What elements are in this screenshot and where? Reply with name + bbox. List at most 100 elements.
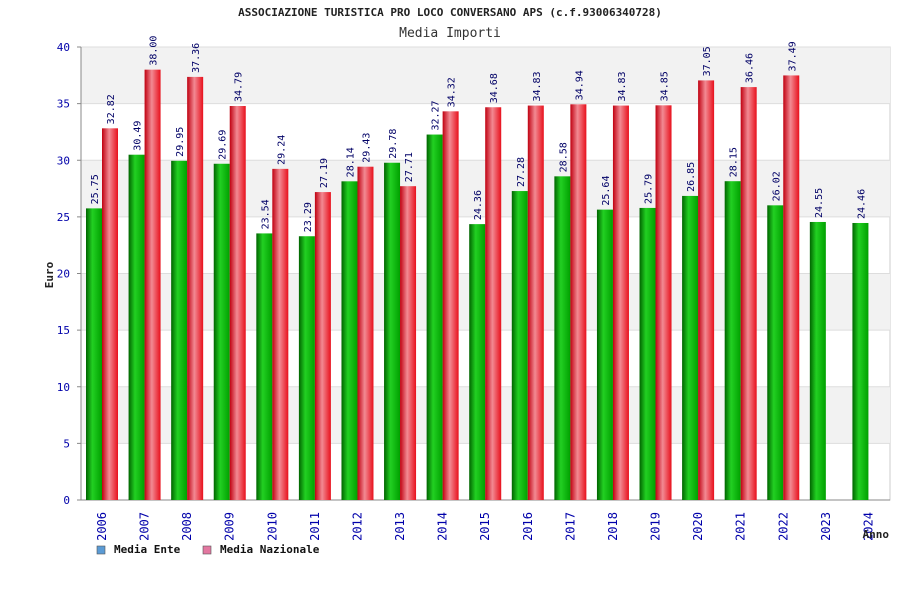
data-label: 29.78 (388, 129, 399, 159)
data-label: 30.49 (133, 121, 144, 151)
data-label: 25.79 (644, 174, 655, 204)
bar-media-nazionale (655, 105, 672, 500)
bar-media-nazionale (740, 87, 757, 500)
bar-media-ente (682, 195, 699, 500)
data-label: 28.14 (345, 147, 356, 177)
bar-media-ente (86, 208, 102, 500)
x-tick-label: 2020 (691, 512, 705, 541)
x-tick-label: 2006 (95, 512, 109, 541)
bar-media-ente (767, 205, 784, 501)
bar-media-ente (511, 191, 528, 500)
data-label: 23.29 (303, 202, 314, 232)
data-label: 27.19 (319, 158, 330, 188)
y-tick-label: 25 (57, 211, 70, 224)
data-label: 29.24 (276, 135, 287, 165)
x-tick-label: 2013 (393, 512, 407, 541)
data-label: 37.05 (702, 46, 713, 76)
data-label: 26.02 (771, 171, 782, 201)
x-tick-label: 2017 (563, 512, 577, 541)
x-tick-label: 2024 (861, 512, 875, 541)
x-tick-label: 2022 (776, 512, 790, 541)
data-label: 34.83 (617, 71, 628, 101)
bars (86, 69, 869, 501)
bar-media-ente (469, 224, 486, 501)
x-tick-label: 2010 (265, 512, 279, 541)
bar-media-nazionale (144, 69, 161, 501)
data-label: 27.71 (404, 152, 415, 182)
bar-media-nazionale (187, 76, 204, 500)
bar-media-nazionale (102, 128, 118, 500)
data-label: 37.36 (191, 43, 202, 73)
y-tick-label: 40 (57, 41, 70, 54)
x-tick-label: 2009 (223, 512, 237, 541)
y-tick-label: 35 (57, 98, 70, 111)
data-label: 26.85 (686, 162, 697, 192)
bar-media-ente (128, 154, 145, 500)
y-tick-label: 30 (57, 154, 70, 167)
data-label: 24.36 (473, 190, 484, 220)
data-label: 34.85 (660, 71, 671, 101)
y-axis-title: Euro (43, 261, 56, 288)
x-tick-label: 2018 (606, 512, 620, 541)
data-label: 29.69 (218, 130, 229, 160)
bar-media-ente (171, 160, 188, 500)
bar-media-ente (554, 176, 571, 501)
x-tick-label: 2011 (308, 512, 322, 541)
data-label: 24.55 (814, 188, 825, 218)
data-label: 29.43 (361, 133, 372, 163)
bar-media-nazionale (527, 105, 544, 501)
bar-media-ente (596, 209, 613, 500)
data-label: 28.58 (558, 142, 569, 172)
data-label: 29.95 (175, 127, 186, 157)
data-label: 23.54 (260, 199, 271, 229)
bar-media-nazionale (612, 105, 629, 501)
bar-media-nazionale (783, 75, 800, 500)
data-label: 24.46 (856, 189, 867, 219)
data-label: 34.32 (447, 77, 458, 107)
data-label: 37.49 (787, 41, 798, 71)
bar-media-ente (341, 181, 358, 500)
data-label: 27.28 (516, 157, 527, 187)
x-tick-label: 2021 (734, 512, 748, 541)
legend-swatch-media-ente (96, 545, 106, 555)
x-axis-ticks: 2006 2007 2008 2009 2010 2011 2012 2013 2014 2015… (95, 512, 875, 541)
data-label: 32.27 (431, 100, 442, 130)
bar-media-nazionale (400, 186, 417, 500)
data-label: 34.94 (574, 70, 585, 100)
y-tick-label: 10 (57, 381, 70, 394)
legend-swatch-media-nazionale (202, 545, 212, 555)
x-tick-label: 2023 (819, 512, 833, 541)
bar-media-ente (809, 221, 826, 500)
bar-media-ente (639, 207, 656, 500)
bar-media-nazionale (314, 192, 331, 501)
legend: Media Ente Media Nazionale (96, 543, 320, 556)
y-tick-label: 0 (63, 494, 70, 507)
data-label: 25.64 (601, 176, 612, 206)
x-tick-label: 2007 (138, 512, 152, 541)
bar-media-nazionale (272, 168, 289, 500)
bar-media-nazionale (698, 80, 715, 500)
value-labels: 25.75 32.82 30.49 38.00 29.95 37.36 29.69 34.79… (90, 36, 867, 233)
data-label: 32.82 (106, 94, 117, 124)
bar-media-nazionale (357, 166, 374, 500)
chart-subtitle: Media Importi (399, 26, 501, 41)
bar-media-ente (384, 162, 401, 500)
x-axis-title: Anno (863, 528, 890, 541)
bar-media-ente (426, 134, 443, 501)
bar-media-ente (213, 163, 230, 501)
legend-label-media-ente: Media Ente (114, 543, 181, 556)
bar-media-nazionale (229, 106, 246, 501)
data-label: 34.79 (234, 72, 245, 102)
bar-media-ente (256, 233, 273, 501)
data-label: 34.68 (489, 73, 500, 103)
bar-media-nazionale (442, 111, 459, 501)
legend-label-media-nazionale: Media Nazionale (220, 543, 320, 556)
data-label: 36.46 (745, 53, 756, 83)
x-tick-label: 2008 (180, 512, 194, 541)
bar-media-ente (298, 236, 315, 500)
chart-title: ASSOCIAZIONE TURISTICA PRO LOCO CONVERSA… (238, 6, 662, 19)
bar-media-nazionale (485, 107, 502, 501)
data-label: 25.75 (90, 174, 101, 204)
bar-media-nazionale (570, 104, 587, 500)
